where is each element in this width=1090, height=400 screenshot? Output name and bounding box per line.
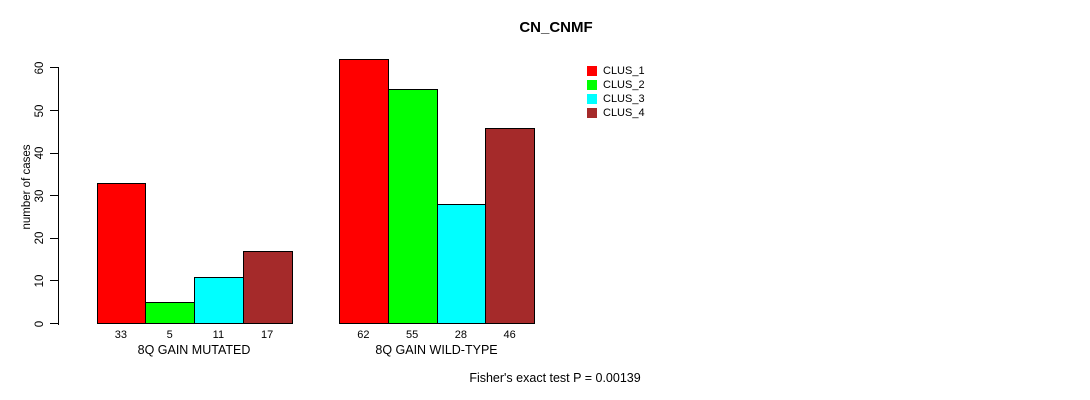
legend-label: CLUS_2 [603,79,645,91]
y-tick [50,152,58,154]
category-label: 8Q GAIN WILD-TYPE [375,343,498,357]
y-axis-label: number of cases [21,144,33,230]
bar-value-label: 17 [261,329,274,341]
y-tick [50,280,58,282]
y-tick-label: 30 [34,189,46,203]
legend-label: CLUS_4 [603,107,645,119]
y-tick-label: 0 [34,320,46,327]
legend-swatch [587,94,597,104]
legend-label: CLUS_1 [603,65,645,77]
bar-clus_2 [387,89,438,325]
bar-value-label: 46 [503,329,516,341]
legend-swatch [587,80,597,90]
bar-value-label: 11 [212,329,225,341]
legend-swatch [587,108,597,118]
y-tick [50,323,58,324]
bar-clus_3 [436,204,487,325]
bar-clus_4 [242,251,293,325]
legend-swatch [587,66,597,76]
bar-clus_4 [485,127,535,325]
legend-item: CLUS_3 [587,92,645,106]
y-tick-label: 20 [34,231,46,245]
y-tick-label: 10 [34,274,46,288]
bar-value-label: 62 [357,329,370,341]
y-tick [50,195,58,197]
y-axis-line [58,67,59,325]
bar-clus_2 [145,302,195,325]
bar-clus_1 [339,59,389,325]
bar-value-label: 55 [406,329,419,341]
bar-value-label: 5 [166,329,173,341]
y-tick-label: 40 [34,146,46,160]
legend: CLUS_1 CLUS_2 CLUS_3 CLUS_4 [587,64,645,120]
y-tick [50,67,58,69]
bar-clus_3 [194,276,244,325]
fisher-test-annotation: Fisher's exact test P = 0.00139 [469,371,641,385]
category-label: 8Q GAIN MUTATED [137,343,251,357]
chart-title: CN_CNMF [519,19,593,36]
legend-label: CLUS_3 [603,93,645,105]
legend-item: CLUS_2 [587,78,645,92]
y-tick-label: 50 [34,104,46,117]
legend-item: CLUS_1 [587,64,645,78]
bar-value-label: 33 [114,329,127,341]
y-tick [50,237,58,239]
bar-value-label: 28 [454,329,467,341]
legend-item: CLUS_4 [587,106,645,120]
y-tick-label: 60 [34,61,46,75]
bar-clus_1 [96,182,147,325]
y-tick [50,110,58,111]
